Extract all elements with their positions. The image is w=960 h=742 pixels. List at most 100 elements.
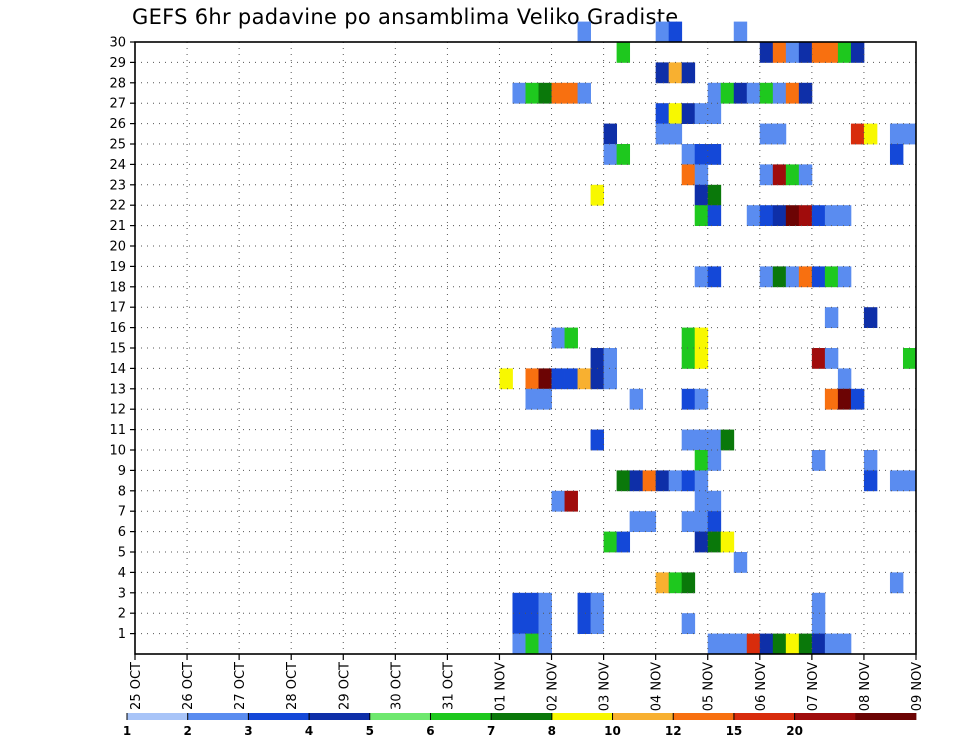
heatmap-cell	[694, 144, 709, 165]
heatmap-cell	[538, 82, 552, 104]
y-tick-label: 28	[109, 76, 126, 91]
heatmap-cell	[707, 531, 722, 553]
colorbar-swatch	[369, 713, 431, 720]
colorbar-swatch	[733, 713, 796, 720]
x-tick-label: 02 NOV	[546, 662, 561, 711]
heatmap-cell	[889, 144, 904, 165]
heatmap-cell	[577, 613, 591, 634]
y-tick-label: 11	[109, 423, 126, 438]
x-tick-label: 29 OCT	[337, 662, 352, 710]
heatmap-cell	[824, 388, 839, 410]
colorbar-swatch	[673, 713, 735, 720]
heatmap-cell	[707, 633, 722, 655]
heatmap-cell	[707, 429, 722, 451]
y-tick-label: 22	[109, 199, 126, 214]
colorbar-swatch	[551, 713, 613, 720]
heatmap-cell	[564, 82, 578, 104]
x-tick-label: 08 NOV	[858, 662, 873, 711]
heatmap-cell	[837, 633, 852, 655]
heatmap-cell	[616, 42, 631, 63]
x-tick-label: 27 OCT	[233, 662, 248, 710]
heatmap-cell	[837, 266, 852, 288]
heatmap-cell	[681, 62, 696, 84]
heatmap-cell	[590, 368, 604, 390]
heatmap-cell	[733, 552, 748, 573]
heatmap-cell	[681, 144, 696, 165]
heatmap-cell	[655, 21, 670, 43]
heatmap-cell	[616, 470, 631, 492]
colorbar-swatch	[491, 713, 553, 720]
heatmap-cell	[668, 572, 683, 594]
x-tick-label: 06 NOV	[754, 662, 769, 711]
heatmap-cell	[655, 123, 670, 145]
heatmap-cell	[759, 164, 774, 186]
heatmap-cell	[681, 103, 696, 124]
heatmap-cell	[642, 470, 657, 492]
heatmap-cell	[798, 42, 813, 63]
heatmap-cell	[785, 205, 800, 226]
heatmap-cell	[707, 144, 722, 165]
heatmap-cell	[655, 62, 670, 84]
y-tick-label: 5	[118, 546, 126, 561]
heatmap-cell	[863, 307, 878, 328]
colorbar-swatch	[612, 713, 674, 720]
x-tick-label: 09 NOV	[910, 662, 925, 711]
heatmap-cell	[668, 123, 683, 145]
heatmap-cell	[512, 592, 526, 614]
y-tick-label: 15	[109, 342, 126, 357]
heatmap-cell	[655, 470, 670, 492]
heatmap-cell	[694, 266, 709, 288]
y-tick-label: 16	[109, 321, 126, 336]
colorbar-label: 20	[786, 724, 803, 738]
colorbar-label: 4	[305, 724, 313, 738]
heatmap-cell	[798, 266, 813, 288]
heatmap-cell	[694, 348, 709, 369]
heatmap-cell	[850, 123, 865, 145]
heatmap-cell	[603, 144, 618, 165]
y-tick-label: 21	[109, 219, 126, 234]
x-tick-label: 30 OCT	[389, 662, 404, 710]
colorbar-swatch	[309, 713, 371, 720]
heatmap-cell	[733, 21, 748, 43]
heatmap-cell	[694, 205, 709, 226]
heatmap-cell	[837, 368, 852, 390]
heatmap-cell	[616, 144, 631, 165]
heatmap-cell	[603, 348, 618, 369]
heatmap-cell	[759, 205, 774, 226]
heatmap-cell	[720, 633, 735, 655]
heatmap-cell	[902, 123, 917, 145]
heatmap-cell	[538, 368, 552, 390]
heatmap-cell	[889, 470, 904, 492]
y-tick-label: 20	[109, 240, 126, 255]
heatmap-cell	[746, 82, 761, 104]
heatmap-cell	[655, 103, 670, 124]
colorbar-swatch	[187, 713, 249, 720]
heatmap-cell	[655, 572, 670, 594]
heatmap-cell	[772, 633, 787, 655]
heatmap-cell	[551, 490, 565, 512]
heatmap-cell	[889, 572, 904, 594]
heatmap-cell	[811, 592, 826, 614]
colorbar-label: 7	[487, 724, 495, 738]
heatmap-cell	[772, 266, 787, 288]
heatmap-cell	[824, 205, 839, 226]
heatmap-cell	[694, 184, 709, 206]
heatmap-cell	[681, 511, 696, 532]
y-tick-label: 17	[109, 301, 126, 316]
heatmap-cell	[525, 613, 539, 634]
heatmap-cell	[590, 348, 604, 369]
heatmap-cell	[837, 205, 852, 226]
heatmap-cell	[759, 123, 774, 145]
colorbar-label: 8	[548, 724, 556, 738]
heatmap-cell	[824, 633, 839, 655]
heatmap-cell	[811, 633, 826, 655]
colorbar-swatch	[127, 713, 189, 720]
colorbar-label: 12	[665, 724, 682, 738]
heatmap-cell	[694, 450, 709, 471]
heatmap-cell	[642, 511, 657, 532]
x-tick-label: 25 OCT	[129, 662, 144, 710]
heatmap-cell	[798, 164, 813, 186]
y-tick-label: 18	[109, 280, 126, 295]
heatmap-cell	[759, 82, 774, 104]
